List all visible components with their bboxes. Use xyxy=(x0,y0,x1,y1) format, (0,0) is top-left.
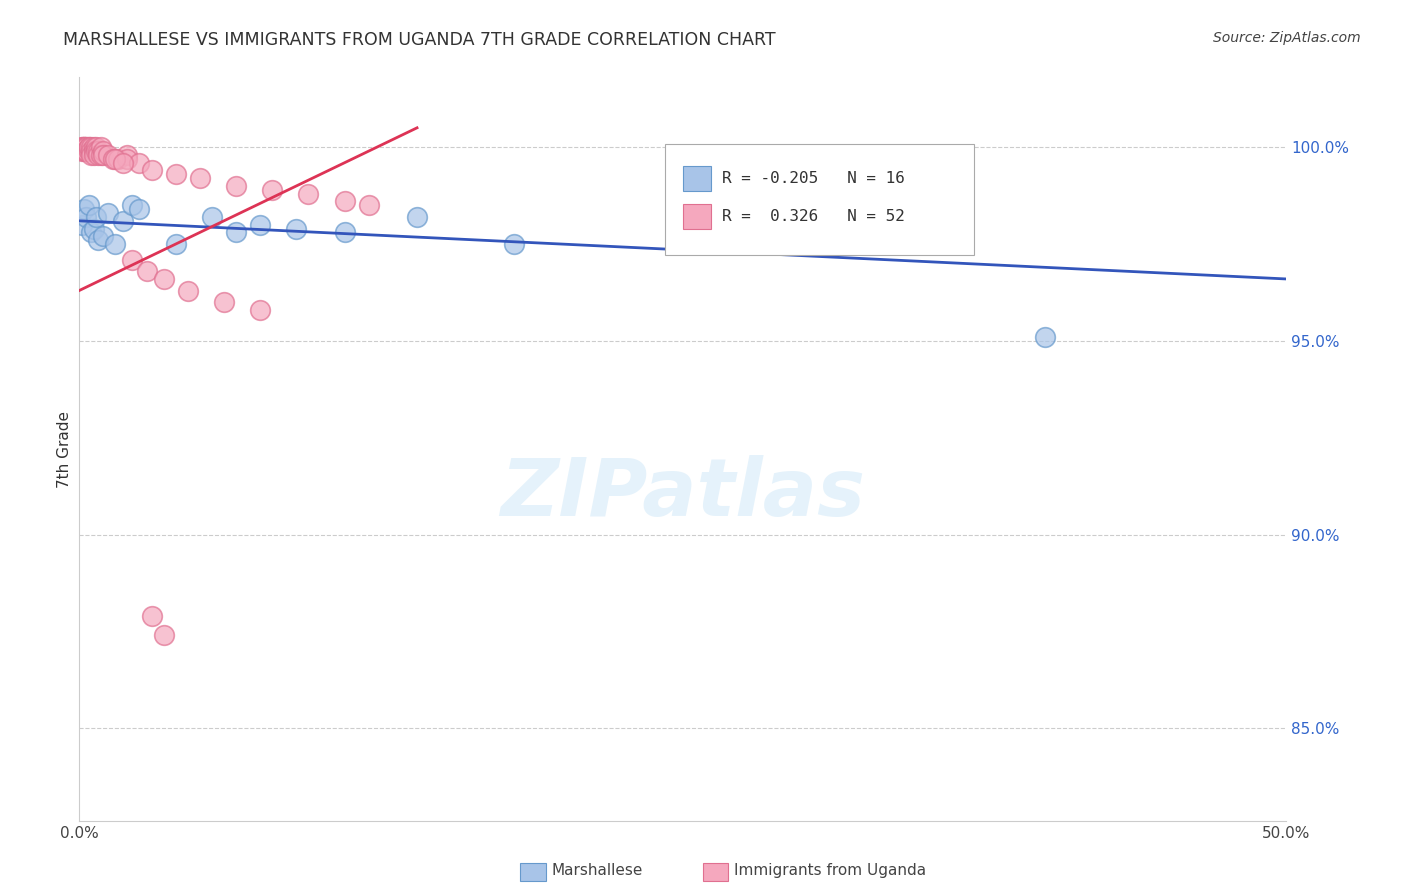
Point xyxy=(165,167,187,181)
Point xyxy=(135,264,157,278)
Text: Marshallese: Marshallese xyxy=(551,863,643,878)
Point xyxy=(80,140,103,154)
Point xyxy=(75,144,97,158)
Point xyxy=(333,226,356,240)
Point xyxy=(91,229,114,244)
Point xyxy=(107,152,129,166)
Point xyxy=(141,163,163,178)
Point xyxy=(84,210,107,224)
Point xyxy=(75,210,97,224)
Point xyxy=(406,210,429,224)
Text: R =  0.326   N = 52: R = 0.326 N = 52 xyxy=(723,209,905,224)
Point xyxy=(73,144,96,158)
Point xyxy=(225,178,247,193)
Point xyxy=(177,284,200,298)
Point xyxy=(75,140,97,154)
Point xyxy=(75,140,97,154)
Point xyxy=(84,144,107,158)
Point xyxy=(73,140,96,154)
Point xyxy=(70,144,93,158)
Text: ZIPatlas: ZIPatlas xyxy=(501,455,865,533)
Point xyxy=(77,140,100,154)
Point xyxy=(97,206,120,220)
Point xyxy=(333,194,356,209)
Point xyxy=(201,210,224,224)
Point xyxy=(70,218,93,232)
Point xyxy=(73,140,96,154)
Point xyxy=(141,609,163,624)
Point xyxy=(80,144,103,158)
Point xyxy=(1033,330,1056,344)
Point xyxy=(70,140,93,154)
Point xyxy=(87,144,110,158)
Point xyxy=(111,155,134,169)
Point xyxy=(165,237,187,252)
Point xyxy=(285,221,308,235)
Point xyxy=(83,148,105,162)
Point xyxy=(90,140,112,154)
Point xyxy=(73,140,96,154)
Point xyxy=(87,233,110,247)
Point xyxy=(104,237,127,252)
Point xyxy=(83,144,105,158)
Text: MARSHALLESE VS IMMIGRANTS FROM UGANDA 7TH GRADE CORRELATION CHART: MARSHALLESE VS IMMIGRANTS FROM UGANDA 7T… xyxy=(63,31,776,49)
Point xyxy=(104,152,127,166)
Point xyxy=(91,148,114,162)
Point xyxy=(128,155,150,169)
Point xyxy=(80,226,103,240)
Point xyxy=(91,144,114,158)
Point xyxy=(83,140,105,154)
Point xyxy=(90,148,112,162)
Point xyxy=(262,183,284,197)
Point xyxy=(249,302,271,317)
Y-axis label: 7th Grade: 7th Grade xyxy=(58,411,72,488)
Point xyxy=(84,140,107,154)
Point xyxy=(121,198,143,212)
Point xyxy=(225,226,247,240)
Point xyxy=(128,202,150,217)
Point xyxy=(297,186,319,201)
Point xyxy=(77,144,100,158)
Point xyxy=(97,148,120,162)
Text: Immigrants from Uganda: Immigrants from Uganda xyxy=(734,863,927,878)
Point xyxy=(502,237,524,252)
Point xyxy=(111,214,134,228)
Text: Source: ZipAtlas.com: Source: ZipAtlas.com xyxy=(1213,31,1361,45)
Text: R = -0.205   N = 16: R = -0.205 N = 16 xyxy=(723,170,905,186)
Point xyxy=(83,221,105,235)
Point xyxy=(80,148,103,162)
Point xyxy=(101,152,124,166)
Point xyxy=(212,295,235,310)
Point xyxy=(73,202,96,217)
Point xyxy=(249,218,271,232)
Point xyxy=(117,148,139,162)
Point xyxy=(77,140,100,154)
Point xyxy=(357,198,380,212)
Point xyxy=(152,272,174,286)
Point xyxy=(152,628,174,642)
Point xyxy=(117,152,139,166)
Point xyxy=(121,252,143,267)
Point xyxy=(75,144,97,158)
Point xyxy=(87,148,110,162)
Point xyxy=(70,140,93,154)
Point xyxy=(188,171,211,186)
Point xyxy=(77,198,100,212)
